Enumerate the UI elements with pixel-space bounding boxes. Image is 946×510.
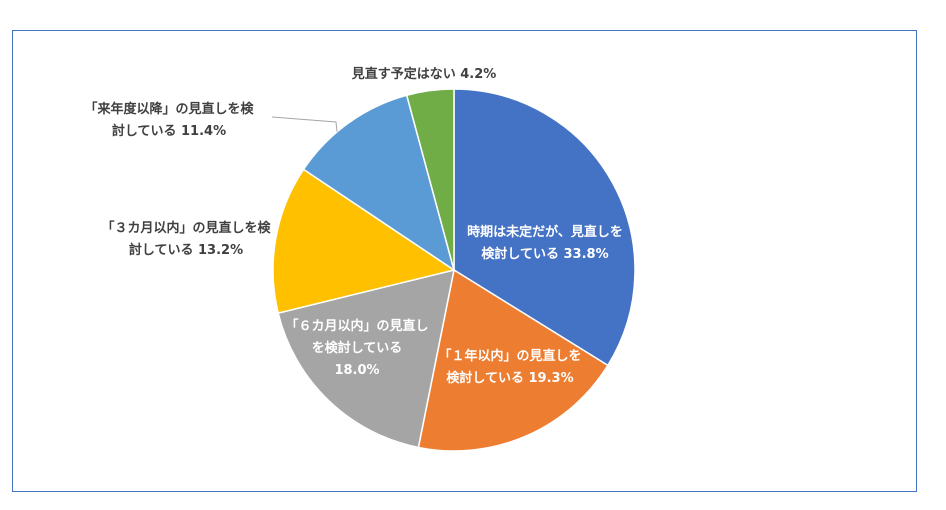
slice-label: 時期は未定だが、見直しを検討している 33.8% — [467, 224, 623, 262]
slice-label-line: を検討している — [312, 340, 403, 356]
chart-frame — [12, 30, 917, 492]
slice-label-line: 「３カ月以内」の見直しを検 — [101, 220, 271, 236]
pie-slice — [277, 268, 455, 449]
slice-label: 「来年度以降」の見直しを検討している 11.4% — [84, 101, 254, 139]
pie-slice — [453, 88, 636, 367]
slice-label-line: 時期は未定だが、見直しを — [467, 224, 623, 240]
slice-label-line: 18.0% — [334, 363, 379, 378]
slice-label-line: 見直す予定はない 4.2% — [351, 66, 497, 82]
slice-label: 「６カ月以内」の見直しを検討している 18.0% — [285, 318, 428, 378]
leader-line — [271, 116, 338, 132]
slice-label-line: 討している 13.2% — [129, 242, 243, 258]
pie-slice — [272, 168, 456, 315]
slice-label-line: 「来年度以降」の見直しを検 — [84, 101, 254, 117]
pie-slice — [405, 88, 455, 271]
slice-label-line: 「６カ月以内」の見直し — [285, 318, 428, 334]
slice-label: 「３カ月以内」の見直しを検討している 13.2% — [101, 220, 271, 258]
slice-label-line: 検討している 33.8% — [481, 246, 608, 262]
slice-label: 「１年以内」の見直しを検討している 19.3% — [438, 348, 581, 386]
slice-label-line: 検討している 19.3% — [446, 370, 573, 386]
pie-slice — [302, 94, 456, 272]
slice-label-line: 討している 11.4% — [112, 123, 226, 139]
slice-label-line: 「１年以内」の見直しを — [438, 348, 581, 364]
slice-label: 見直す予定はない 4.2% — [351, 66, 497, 82]
pie-slice — [417, 268, 609, 452]
